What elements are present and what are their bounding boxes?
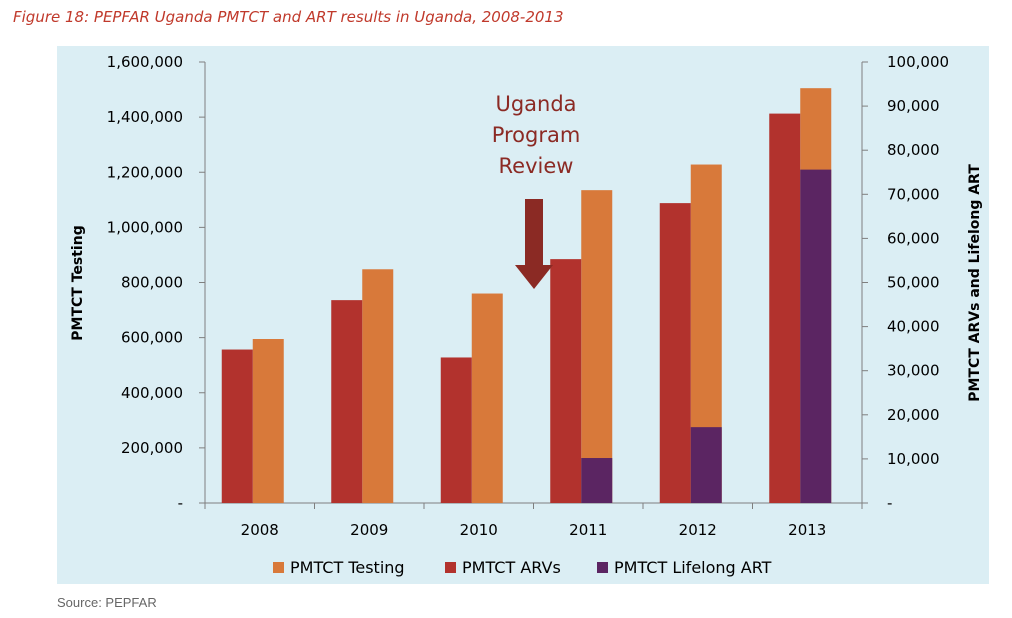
- x-tick-label: 2008: [241, 521, 279, 539]
- right-tick-label: 100,000: [887, 53, 949, 71]
- right-tick-label: 30,000: [887, 362, 940, 380]
- bar-pmtct-testing: [362, 269, 394, 503]
- annotation-line: Review: [499, 154, 574, 178]
- right-tick-label: 40,000: [887, 318, 940, 336]
- down-arrow-icon: [515, 199, 553, 289]
- right-tick-label: -: [887, 494, 892, 512]
- y2-axis-title: PMTCT ARVs and Lifelong ART: [967, 164, 983, 402]
- bar-pmtct-lifelong-art: [690, 427, 722, 503]
- chart-panel: [57, 46, 989, 584]
- legend-swatch: [597, 562, 608, 573]
- left-tick-label: -: [178, 494, 183, 512]
- legend-label: PMTCT Lifelong ART: [614, 558, 772, 577]
- bar-pmtct-lifelong-art: [800, 169, 832, 503]
- bar-pmtct-arvs: [440, 357, 472, 503]
- bar-pmtct-arvs: [221, 349, 253, 503]
- x-tick-label: 2009: [350, 521, 388, 539]
- right-tick-label: 10,000: [887, 450, 940, 468]
- legend-swatch: [445, 562, 456, 573]
- right-tick-label: 80,000: [887, 141, 940, 159]
- right-tick-label: 60,000: [887, 229, 940, 247]
- left-tick-label: 1,200,000: [107, 163, 183, 181]
- x-tick-label: 2013: [788, 521, 826, 539]
- annotation: Uganda Program Review: [492, 92, 581, 289]
- left-tick-label: 1,000,000: [107, 218, 183, 236]
- legend-label: PMTCT ARVs: [462, 558, 561, 577]
- legend-label: PMTCT Testing: [290, 558, 405, 577]
- left-tick-label: 400,000: [121, 384, 183, 402]
- bar-pmtct-lifelong-art: [581, 458, 613, 503]
- legend-swatch: [273, 562, 284, 573]
- bar-pmtct-arvs: [331, 300, 363, 503]
- bar-pmtct-testing: [252, 339, 284, 503]
- bar-pmtct-arvs: [550, 259, 582, 503]
- left-tick-label: 600,000: [121, 329, 183, 347]
- right-tick-label: 50,000: [887, 274, 940, 292]
- annotation-line: Program: [492, 123, 581, 147]
- y-axis-title: PMTCT Testing: [70, 225, 86, 340]
- right-tick-label: 70,000: [887, 185, 940, 203]
- right-tick-label: 90,000: [887, 97, 940, 115]
- x-tick-label: 2011: [569, 521, 607, 539]
- bar-pmtct-arvs: [769, 113, 801, 504]
- x-tick-label: 2012: [679, 521, 717, 539]
- left-tick-label: 800,000: [121, 274, 183, 292]
- left-tick-label: 1,600,000: [107, 53, 183, 71]
- bar-pmtct-arvs: [659, 203, 691, 503]
- figure-caption: Figure 18: PEPFAR Uganda PMTCT and ART r…: [13, 8, 564, 26]
- left-tick-label: 1,400,000: [107, 108, 183, 126]
- right-tick-label: 20,000: [887, 406, 940, 424]
- source-note: Source: PEPFAR: [57, 595, 157, 610]
- bars: [221, 88, 832, 504]
- x-tick-label: 2010: [460, 521, 498, 539]
- legend: PMTCT Testing PMTCT ARVs PMTCT Lifelong AR…: [273, 558, 772, 577]
- left-tick-label: 200,000: [121, 439, 183, 457]
- axes: - 200,000 400,000 600,000 800,000 1,000,000 1,…: [70, 53, 983, 539]
- annotation-line: Uganda: [495, 92, 576, 116]
- bar-pmtct-testing: [581, 190, 613, 503]
- bar-pmtct-testing: [471, 293, 503, 503]
